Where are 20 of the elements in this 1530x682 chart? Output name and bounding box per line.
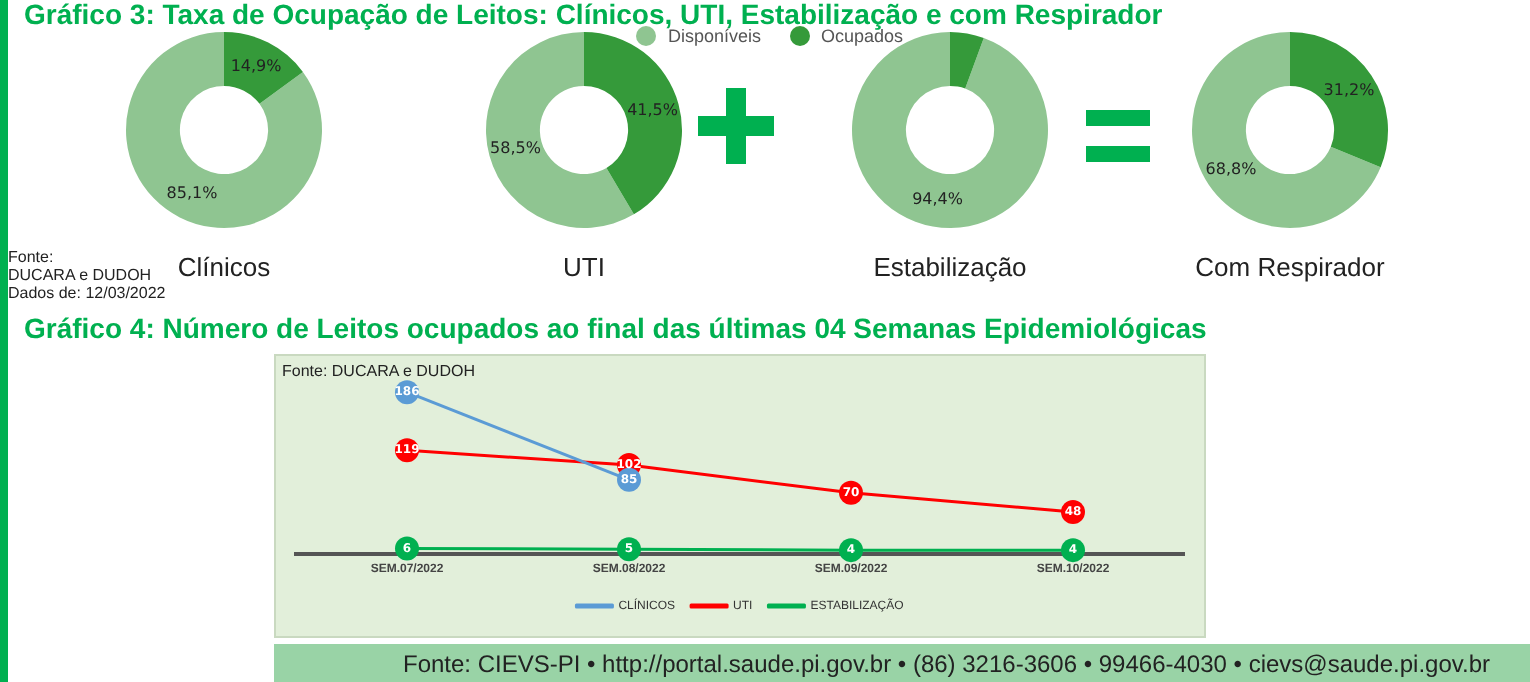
- data-label: 68,8%: [1205, 159, 1258, 178]
- data-label: 58,5%: [490, 138, 542, 157]
- data-label: 94,4%: [912, 190, 964, 209]
- text: Com Respirador: [1193, 252, 1387, 282]
- data-label: 14,9%: [230, 56, 283, 75]
- text: Dados de: 12/03/2022: [8, 284, 166, 302]
- text: Estabilização: [871, 252, 1029, 282]
- text: UTI: [561, 252, 607, 282]
- legend-label: Disponíveis: [668, 26, 762, 46]
- data-label: 85,1%: [166, 183, 219, 202]
- legend-label: Ocupados: [821, 26, 904, 46]
- data-label: 41,5%: [627, 101, 679, 120]
- data-label: 31,2%: [1323, 80, 1376, 99]
- source-note: Fonte:: [8, 248, 54, 266]
- text: Clínicos: [177, 252, 271, 282]
- text: DUCARA e DUDOH: [8, 266, 152, 284]
- text: Gráfico 3: Taxa de Ocupação de Leitos: Clínicos, UTI, Estabilização e com Respirador: [24, 0, 1163, 30]
- source-note: Fonte: DUCARA e DUDOH: [282, 362, 475, 380]
- chart-title: Gráfico 4: Número de Leitos ocupados ao final das últimas 04 Semanas Epidemiológicas: [24, 312, 1207, 344]
- source-note: Fonte: CIEVS-PI • http://portal.saude.pi.gov.br • (86) 3216-3606 • 99466-4030 • cievs@saude.pi.gov.br: [402, 650, 1490, 678]
